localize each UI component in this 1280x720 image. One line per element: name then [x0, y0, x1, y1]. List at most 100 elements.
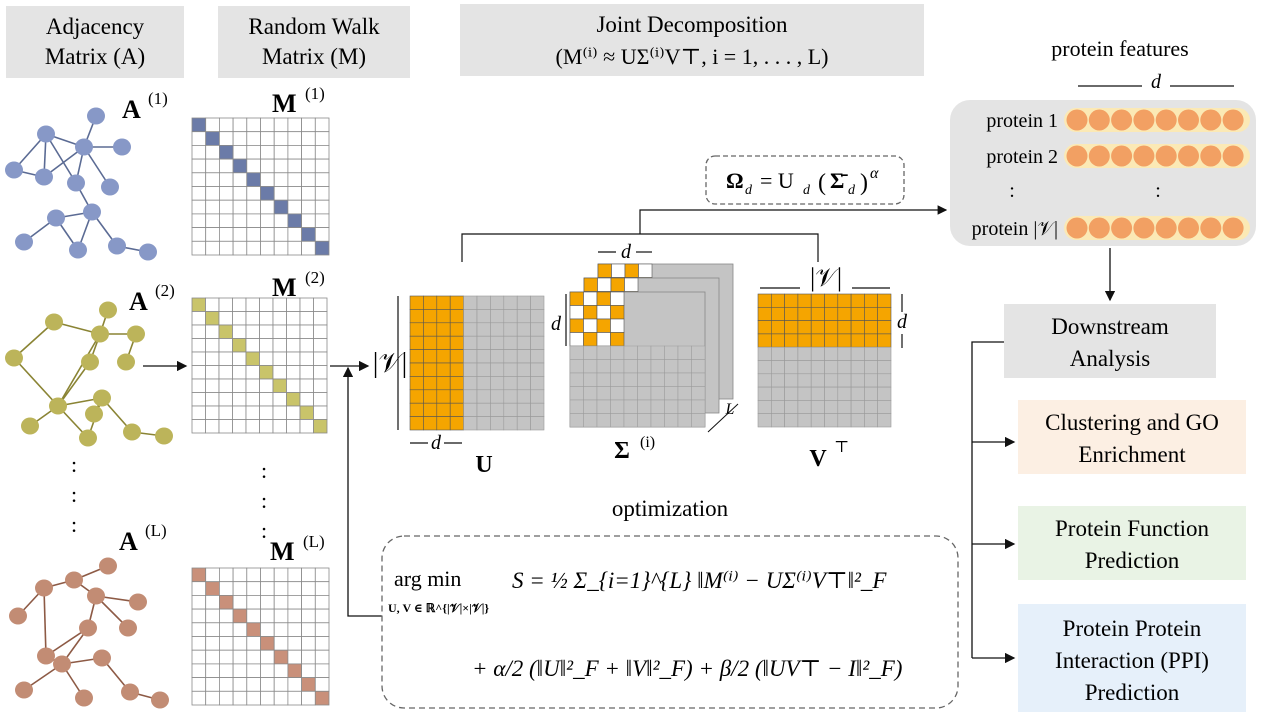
matrix-cell: [260, 172, 275, 187]
v-orange-cell: [877, 306, 892, 321]
matrix-cell: [314, 636, 330, 651]
matrix-cell: [218, 690, 234, 706]
matrix-cell: [287, 649, 302, 665]
matrix-label-1: M (1): [272, 84, 325, 118]
matrix-cell: [205, 297, 220, 312]
matrix-label-2-sup: (2): [305, 268, 325, 287]
graph-node: [129, 593, 147, 611]
matrix-cell: [313, 405, 328, 420]
matrix-cell: [245, 297, 260, 312]
matrix-diagonal-cell: [205, 131, 220, 146]
sigma-block-cell: [569, 332, 584, 347]
sigma-gray-cell: [610, 413, 625, 428]
sigma-block-cell: [610, 332, 625, 347]
matrix-cell: [301, 144, 316, 160]
v-gray-cell: [877, 373, 892, 388]
matrix-label-2-base: M: [272, 273, 297, 302]
omega-paren-open: (: [818, 170, 826, 196]
sigma-gray-cell: [691, 372, 706, 387]
u-col-size: d: [431, 432, 442, 454]
matrix-cell: [273, 581, 289, 596]
matrix-cell: [205, 338, 220, 353]
matrix-cell: [260, 213, 275, 228]
v-orange-cell: [864, 306, 879, 321]
matrix-cell: [246, 227, 261, 242]
matrix-cell: [273, 227, 289, 242]
graph-label-2-base: A: [129, 287, 148, 316]
graph-node: [99, 557, 117, 575]
omega-sigma: Σ̄: [830, 168, 848, 193]
matrix-cell: [272, 338, 287, 353]
matrix-cell: [301, 199, 316, 215]
matrix-cell: [273, 172, 289, 187]
matrix-cell: [272, 405, 287, 420]
matrix-cell: [273, 677, 289, 692]
u-gray-cell: [530, 416, 545, 431]
matrix-cell: [273, 186, 289, 201]
matrix-cell: [191, 405, 206, 420]
v-gray-cell: [784, 360, 799, 375]
matrix-cell: [218, 567, 234, 583]
matrix-cell: [232, 117, 248, 133]
matrix-cell: [218, 199, 234, 215]
graph-ellipsis-2: :: [71, 482, 77, 507]
downstream-box: Downstream Analysis: [1004, 304, 1216, 378]
matrix-U: [409, 295, 545, 431]
u-gray-cell: [530, 402, 545, 417]
matrix-cell: [301, 131, 316, 146]
graph-node: [93, 649, 111, 667]
omega-rhs-u: = U: [760, 168, 794, 193]
u-gray-cell: [463, 309, 478, 324]
matrix-diagonal-cell: [260, 186, 275, 201]
u-orange-cell: [409, 389, 424, 404]
u-gray-cell: [476, 335, 491, 350]
sigma-gray-cell: [637, 386, 652, 401]
matrix-cell: [232, 186, 248, 201]
graph-node: [113, 138, 131, 156]
u-gray-cell: [516, 349, 531, 364]
u-v-bracket: [461, 233, 819, 262]
matrix-cell: [218, 240, 234, 256]
matrix-cell: [299, 351, 314, 366]
feature-dot: [1088, 109, 1110, 131]
sigma-block-cell: [583, 305, 598, 320]
sigma-L-label: L: [725, 401, 735, 418]
matrix-cell: [299, 338, 314, 353]
matrix-cell: [232, 131, 248, 146]
u-gray-cell: [490, 295, 505, 310]
omega-alpha: α: [870, 165, 879, 182]
matrix-cell: [218, 131, 234, 146]
feature-dot: [1200, 145, 1222, 167]
sigma-gray-cell: [677, 359, 692, 374]
v-orange-cell: [850, 293, 865, 308]
matrix-cell: [287, 677, 302, 692]
matrix-cell: [245, 405, 260, 420]
matrix-cell: [286, 338, 301, 353]
v-gray-cell: [770, 360, 785, 375]
graph-node: [37, 647, 55, 665]
matrix-cell: [205, 351, 220, 366]
matrix-cell: [191, 622, 207, 637]
v-gray-cell: [770, 386, 785, 401]
graph-ellipsis-3: :: [71, 512, 77, 537]
u-gray-cell: [530, 376, 545, 391]
u-orange-cell: [449, 362, 464, 377]
graph-label-1: A (1): [122, 89, 168, 124]
v-orange-cell: [797, 293, 812, 308]
graph-edge: [13, 357, 59, 407]
task-ppi-line3: Prediction: [1085, 680, 1180, 705]
matrix-cell: [205, 378, 220, 393]
matrix-cell: [301, 172, 316, 187]
sigma-gray-cell: [664, 399, 679, 414]
matrix-label-L-sup: (L): [303, 532, 325, 551]
optimization-line2: + α/2 (‖U‖²_F + ‖V‖²_F) + β/2 (‖UV⊤ − I‖…: [472, 656, 902, 681]
sigma-gray-cell: [583, 386, 598, 401]
feature-dot: [1200, 109, 1222, 131]
matrix-cell: [260, 144, 275, 160]
matrix-cell: [273, 158, 289, 174]
v-gray-cell: [864, 346, 879, 361]
u-orange-cell: [449, 349, 464, 364]
u-orange-cell: [423, 416, 438, 431]
v-orange-cell: [850, 306, 865, 321]
u-gray-cell: [503, 362, 518, 377]
